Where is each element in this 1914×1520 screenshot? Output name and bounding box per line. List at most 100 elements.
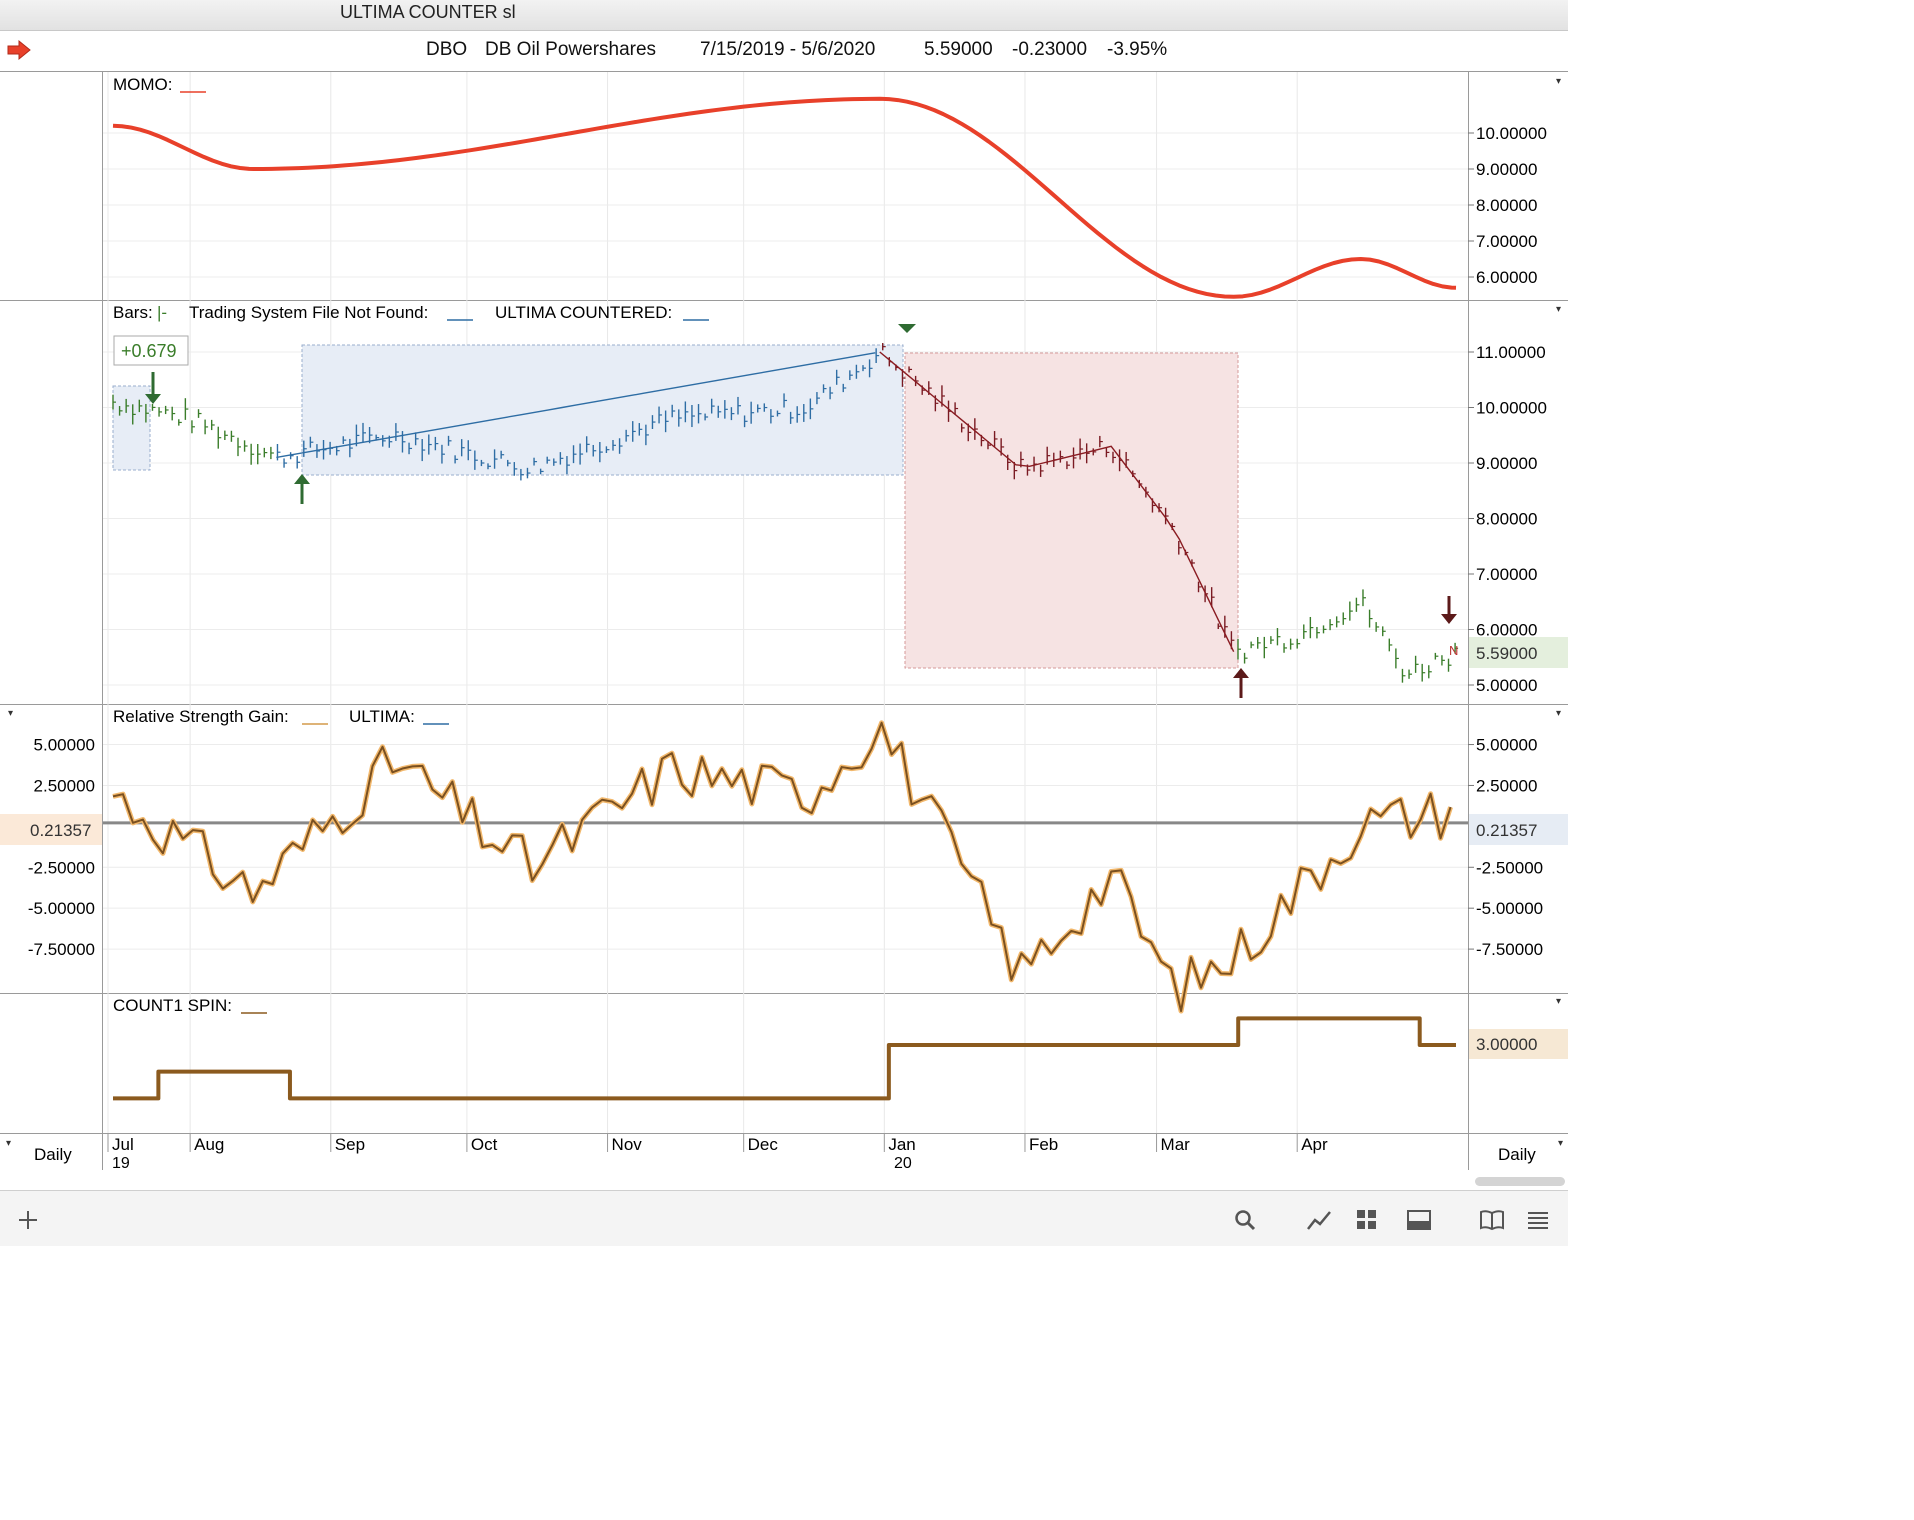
year-label-19: 19 (112, 1155, 130, 1172)
period-menu-icon[interactable]: ▾ (6, 1138, 11, 1149)
x-tick-label-month: Apr (1301, 1135, 1328, 1154)
date-range: 7/15/2019 - 5/6/2020 (700, 39, 876, 60)
y-tick-label-left: 5.00000 (34, 736, 95, 755)
chart-canvas: MOMO: 10.00000 9.00000 8.00000 7.00000 6.000… (0, 72, 1568, 1172)
panel-frames (0, 72, 1568, 1170)
trading-system-legend: Trading System File Not Found: (189, 303, 428, 322)
book-icon[interactable] (1479, 1207, 1505, 1233)
x-tick-label-month: Mar (1161, 1135, 1191, 1154)
rsg-value-badge-right: 0.21357 (1469, 814, 1568, 845)
y-tick-label: -2.50000 (1476, 858, 1543, 877)
menu-icon[interactable] (1525, 1207, 1551, 1233)
x-tick-label-month: Feb (1029, 1135, 1058, 1154)
gain-badge: +0.679 (113, 335, 189, 366)
down-arrow-dark-red-icon (1441, 596, 1457, 624)
y-tick-label: 8.00000 (1476, 510, 1537, 529)
price-change: -0.23000 (1012, 39, 1088, 60)
y-tick-label: 11.00000 (1476, 343, 1546, 362)
x-axis: ▾ Daily ▾ Daily 19 20 Jul Aug Sep Oct Nov Dec… (6, 1134, 1563, 1172)
y-tick-label: 2.50000 (1476, 776, 1537, 795)
period-left[interactable]: Daily (34, 1145, 72, 1164)
ultima-legend: ULTIMA: (349, 707, 415, 726)
x-tick-label-month: Jan (888, 1135, 915, 1154)
y-tick-label-left: -5.00000 (28, 899, 95, 918)
up-arrow-green-icon (294, 474, 310, 504)
panel-menu-icon[interactable]: ▾ (1556, 76, 1561, 87)
y-tick-label: 10.00000 (1476, 399, 1547, 418)
count-series-line (113, 1016, 1456, 1101)
x-tick-label-month: Sep (335, 1135, 365, 1154)
gridlines (103, 72, 1468, 1133)
y-tick-label: -7.50000 (1476, 940, 1543, 959)
y-tick-label: 10.00000 (1476, 124, 1547, 143)
y-tick-label: 5.00000 (1476, 676, 1537, 695)
y-tick-label: 8.00000 (1476, 196, 1537, 215)
n-marker: N (1449, 643, 1458, 658)
y-tick-label: 6.00000 (1476, 268, 1537, 287)
horizontal-scrollbar[interactable] (1475, 1177, 1565, 1186)
y-tick-label: 6.00000 (1476, 621, 1537, 640)
panel-menu-icon[interactable]: ▾ (1556, 996, 1561, 1007)
svg-text:5.59000: 5.59000 (1476, 644, 1537, 663)
x-tick-label-month: Oct (471, 1135, 498, 1154)
percent-change: -3.95% (1107, 39, 1168, 60)
plus-icon[interactable] (15, 1207, 41, 1233)
y-tick-label: 5.00000 (1476, 736, 1537, 755)
trade-box-1 (112, 385, 151, 471)
window-titlebar: ULTIMA COUNTER sl (0, 0, 1568, 31)
momo-series-line (112, 96, 1457, 299)
rsg-value-badge-left: 0.21357 (0, 814, 102, 845)
svg-text:3.00000: 3.00000 (1476, 1035, 1537, 1054)
momo-panel: MOMO: 10.00000 9.00000 8.00000 7.00000 6.000… (112, 75, 1561, 299)
period-right[interactable]: Daily (1498, 1145, 1536, 1164)
panel-menu-icon[interactable]: ▾ (8, 708, 13, 719)
panel-layout-icon[interactable] (1406, 1207, 1432, 1233)
arrow-right-icon[interactable] (6, 39, 32, 61)
ultima-countered-legend: ULTIMA COUNTERED: (495, 303, 672, 322)
y-tick-label: -5.00000 (1476, 899, 1543, 918)
symbol-info-bar: DBO DB Oil Powershares 7/15/2019 - 5/6/2… (0, 31, 1568, 72)
bars-legend: Bars: (113, 303, 153, 322)
last-price: 5.59000 (924, 39, 993, 60)
triangle-down-marker-icon (898, 324, 916, 333)
x-tick-label-month: Aug (194, 1135, 224, 1154)
period-menu-icon[interactable]: ▾ (1558, 1138, 1563, 1149)
ohlc-bars (112, 343, 1459, 683)
y-tick-label: 9.00000 (1476, 160, 1537, 179)
svg-text:0.21357: 0.21357 (1476, 821, 1537, 840)
y-tick-label: 7.00000 (1476, 232, 1537, 251)
x-tick-label-month: Jul (112, 1135, 134, 1154)
bars-panel: Bars: |- Trading System File Not Found: … (112, 303, 1568, 698)
y-tick-label-left: -7.50000 (28, 940, 95, 959)
search-icon[interactable] (1232, 1207, 1258, 1233)
panel-menu-icon[interactable]: ▾ (1556, 708, 1561, 719)
year-label-20: 20 (894, 1155, 912, 1172)
long-trend-line (276, 352, 876, 459)
trade-box-long (301, 344, 904, 476)
panel-menu-icon[interactable]: ▾ (1556, 304, 1561, 315)
down-arrow-green-icon (145, 372, 161, 404)
x-tick-label-month: Nov (612, 1135, 643, 1154)
y-tick-label-left: -2.50000 (28, 858, 95, 877)
count-panel: COUNT1 SPIN: ▾ 3.00000 (113, 996, 1568, 1101)
short-trend-line (879, 351, 1235, 653)
rsg-legend: Relative Strength Gain: (113, 707, 289, 726)
rsg-panel: Relative Strength Gain: ULTIMA: ▾ ▾ 5.00… (0, 707, 1568, 1014)
symbol-name: DB Oil Powershares (485, 39, 657, 60)
svg-text:0.21357: 0.21357 (30, 821, 91, 840)
y-tick-label-left: 2.50000 (34, 776, 95, 795)
line-chart-icon[interactable] (1306, 1207, 1332, 1233)
momo-legend: MOMO: (113, 75, 173, 94)
x-tick-label-month: Dec (748, 1135, 779, 1154)
last-price-badge: 5.59000 (1469, 637, 1568, 668)
count-value-badge: 3.00000 (1469, 1029, 1568, 1059)
y-tick-label: 9.00000 (1476, 454, 1537, 473)
symbol: DBO (426, 39, 468, 60)
rsg-series-line (112, 721, 1452, 1013)
svg-text:+0.679: +0.679 (121, 341, 177, 361)
grid-icon[interactable] (1354, 1207, 1380, 1233)
trade-box-short (904, 352, 1239, 669)
y-tick-label: 7.00000 (1476, 565, 1537, 584)
bars-legend-symbol: |- (157, 303, 167, 322)
window-title: ULTIMA COUNTER sl (340, 2, 516, 22)
